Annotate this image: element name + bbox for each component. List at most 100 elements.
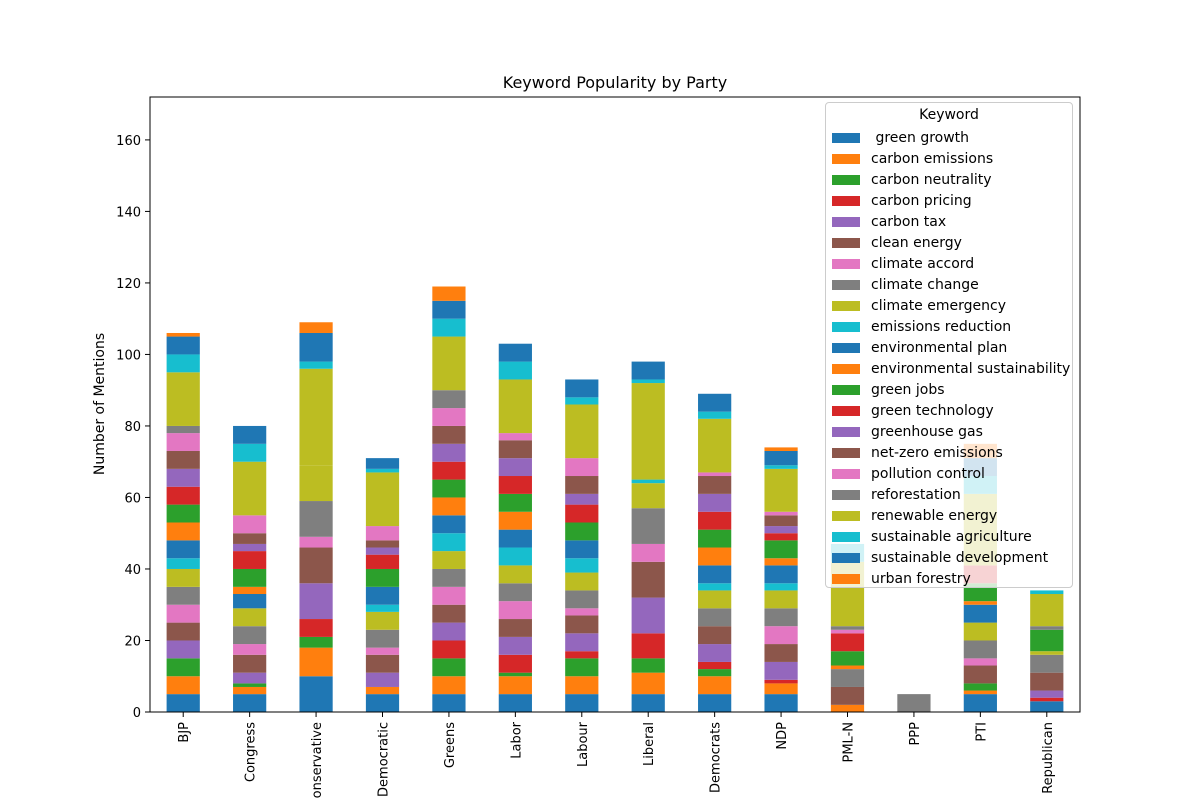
bar-segment (698, 661, 732, 670)
bar-segment (166, 658, 200, 677)
bar-segment (565, 608, 599, 616)
legend-swatch (832, 195, 860, 206)
bar-segment (166, 604, 200, 623)
bar-segment (432, 515, 466, 534)
bar-segment (498, 654, 532, 673)
legend-label: urban forestry (871, 570, 971, 587)
bar-segment (365, 672, 400, 687)
bar-segment (698, 694, 732, 712)
legend-label: sustainable development (871, 549, 1049, 566)
bar-segment (365, 468, 400, 473)
legend-swatch (832, 468, 860, 479)
bar-segment (631, 658, 665, 673)
legend-swatch (832, 447, 860, 458)
bar-segment (498, 672, 532, 677)
bar-segment (698, 418, 732, 473)
legend-label: greenhouse gas (871, 423, 983, 440)
x-tick-label: NDP (775, 722, 790, 750)
legend-entry: greenhouse gas (832, 421, 983, 442)
bar-segment (565, 476, 599, 494)
bar-segment (764, 526, 798, 534)
legend-label: carbon tax (871, 213, 947, 230)
bar-segment (565, 694, 599, 712)
legend-swatch (832, 174, 860, 185)
legend-label: climate accord (871, 255, 975, 272)
bar-segment (166, 468, 200, 487)
bar-segment (233, 654, 267, 673)
bar-segment (698, 547, 732, 566)
bar-segment (764, 465, 798, 469)
legend-entry: green technology (832, 400, 994, 421)
bar-segment (963, 658, 997, 666)
legend-label: carbon pricing (871, 192, 972, 209)
bar-segment (963, 601, 997, 605)
bar-segment (432, 461, 466, 480)
legend-entry: emissions reduction (832, 316, 1011, 337)
x-tick-label: Republican (1041, 722, 1056, 794)
chart-title: Keyword Popularity by Party (503, 73, 727, 92)
y-axis: 0 20 40 60 80 100 120 140 160 (116, 134, 150, 721)
bar-segment (565, 522, 599, 541)
bar-segment (963, 604, 997, 623)
bar-segment (631, 479, 665, 484)
bar-segment (830, 626, 865, 630)
bar-segment (698, 669, 732, 677)
bar-segment (764, 533, 798, 541)
legend-entry: environmental plan (832, 337, 1007, 358)
bar-segment (498, 619, 532, 637)
bar-segment (166, 425, 200, 434)
legend-entry: green growth (832, 127, 969, 148)
bar-segment (830, 651, 865, 666)
bar-segment (764, 447, 798, 451)
bar-segment (631, 361, 665, 380)
bar-segment (498, 458, 532, 477)
bar-segment (698, 493, 732, 512)
legend-label: net-zero emissions (871, 444, 1003, 461)
bar-segment (432, 658, 466, 677)
legend-entry: carbon neutrality (832, 169, 992, 190)
bar-segment (365, 472, 400, 527)
bar-segment (698, 472, 732, 477)
bar-segment (365, 540, 400, 548)
bar-segment (1030, 701, 1064, 712)
legend-label: sustainable agriculture (871, 528, 1032, 545)
bar-segment (233, 594, 267, 609)
legend-label: reforestation (871, 486, 961, 503)
bar-segment (365, 547, 400, 555)
bar-segment (432, 497, 466, 516)
legend-entry: carbon tax (832, 211, 946, 232)
bar-segment (365, 526, 400, 541)
bar-segment (830, 669, 865, 687)
bar-segment (299, 368, 333, 466)
bar-segment (698, 476, 732, 494)
bar-segment (698, 644, 732, 662)
bar-segment (166, 586, 200, 605)
bar-segment (299, 583, 333, 620)
legend-swatch (832, 489, 860, 500)
bar-segment (565, 504, 599, 523)
bar-segment (565, 493, 599, 505)
legend-label: carbon neutrality (871, 171, 992, 188)
legend-label: environmental sustainability (871, 360, 1071, 377)
bar-segment (432, 622, 466, 641)
legend-swatch (832, 300, 860, 311)
bar-segment (166, 622, 200, 641)
bar-segment (432, 694, 466, 712)
bar-segment (698, 676, 732, 695)
bar-segment (764, 644, 798, 662)
bar-segment (631, 483, 665, 509)
bar-segment (432, 443, 466, 462)
bar-segment (166, 332, 200, 337)
bar-segment (299, 501, 333, 537)
bar-segment (365, 654, 400, 673)
bar-segment (565, 658, 599, 677)
bar-segment (233, 694, 267, 712)
bar-segment (764, 583, 798, 591)
bar-segment (498, 676, 532, 695)
bar-segment (432, 533, 466, 552)
bar-segment (233, 626, 267, 645)
x-tick-label: Labor (509, 721, 524, 758)
bar-segment (764, 565, 798, 584)
bar-segment (565, 379, 599, 398)
bar-segment (565, 676, 599, 695)
